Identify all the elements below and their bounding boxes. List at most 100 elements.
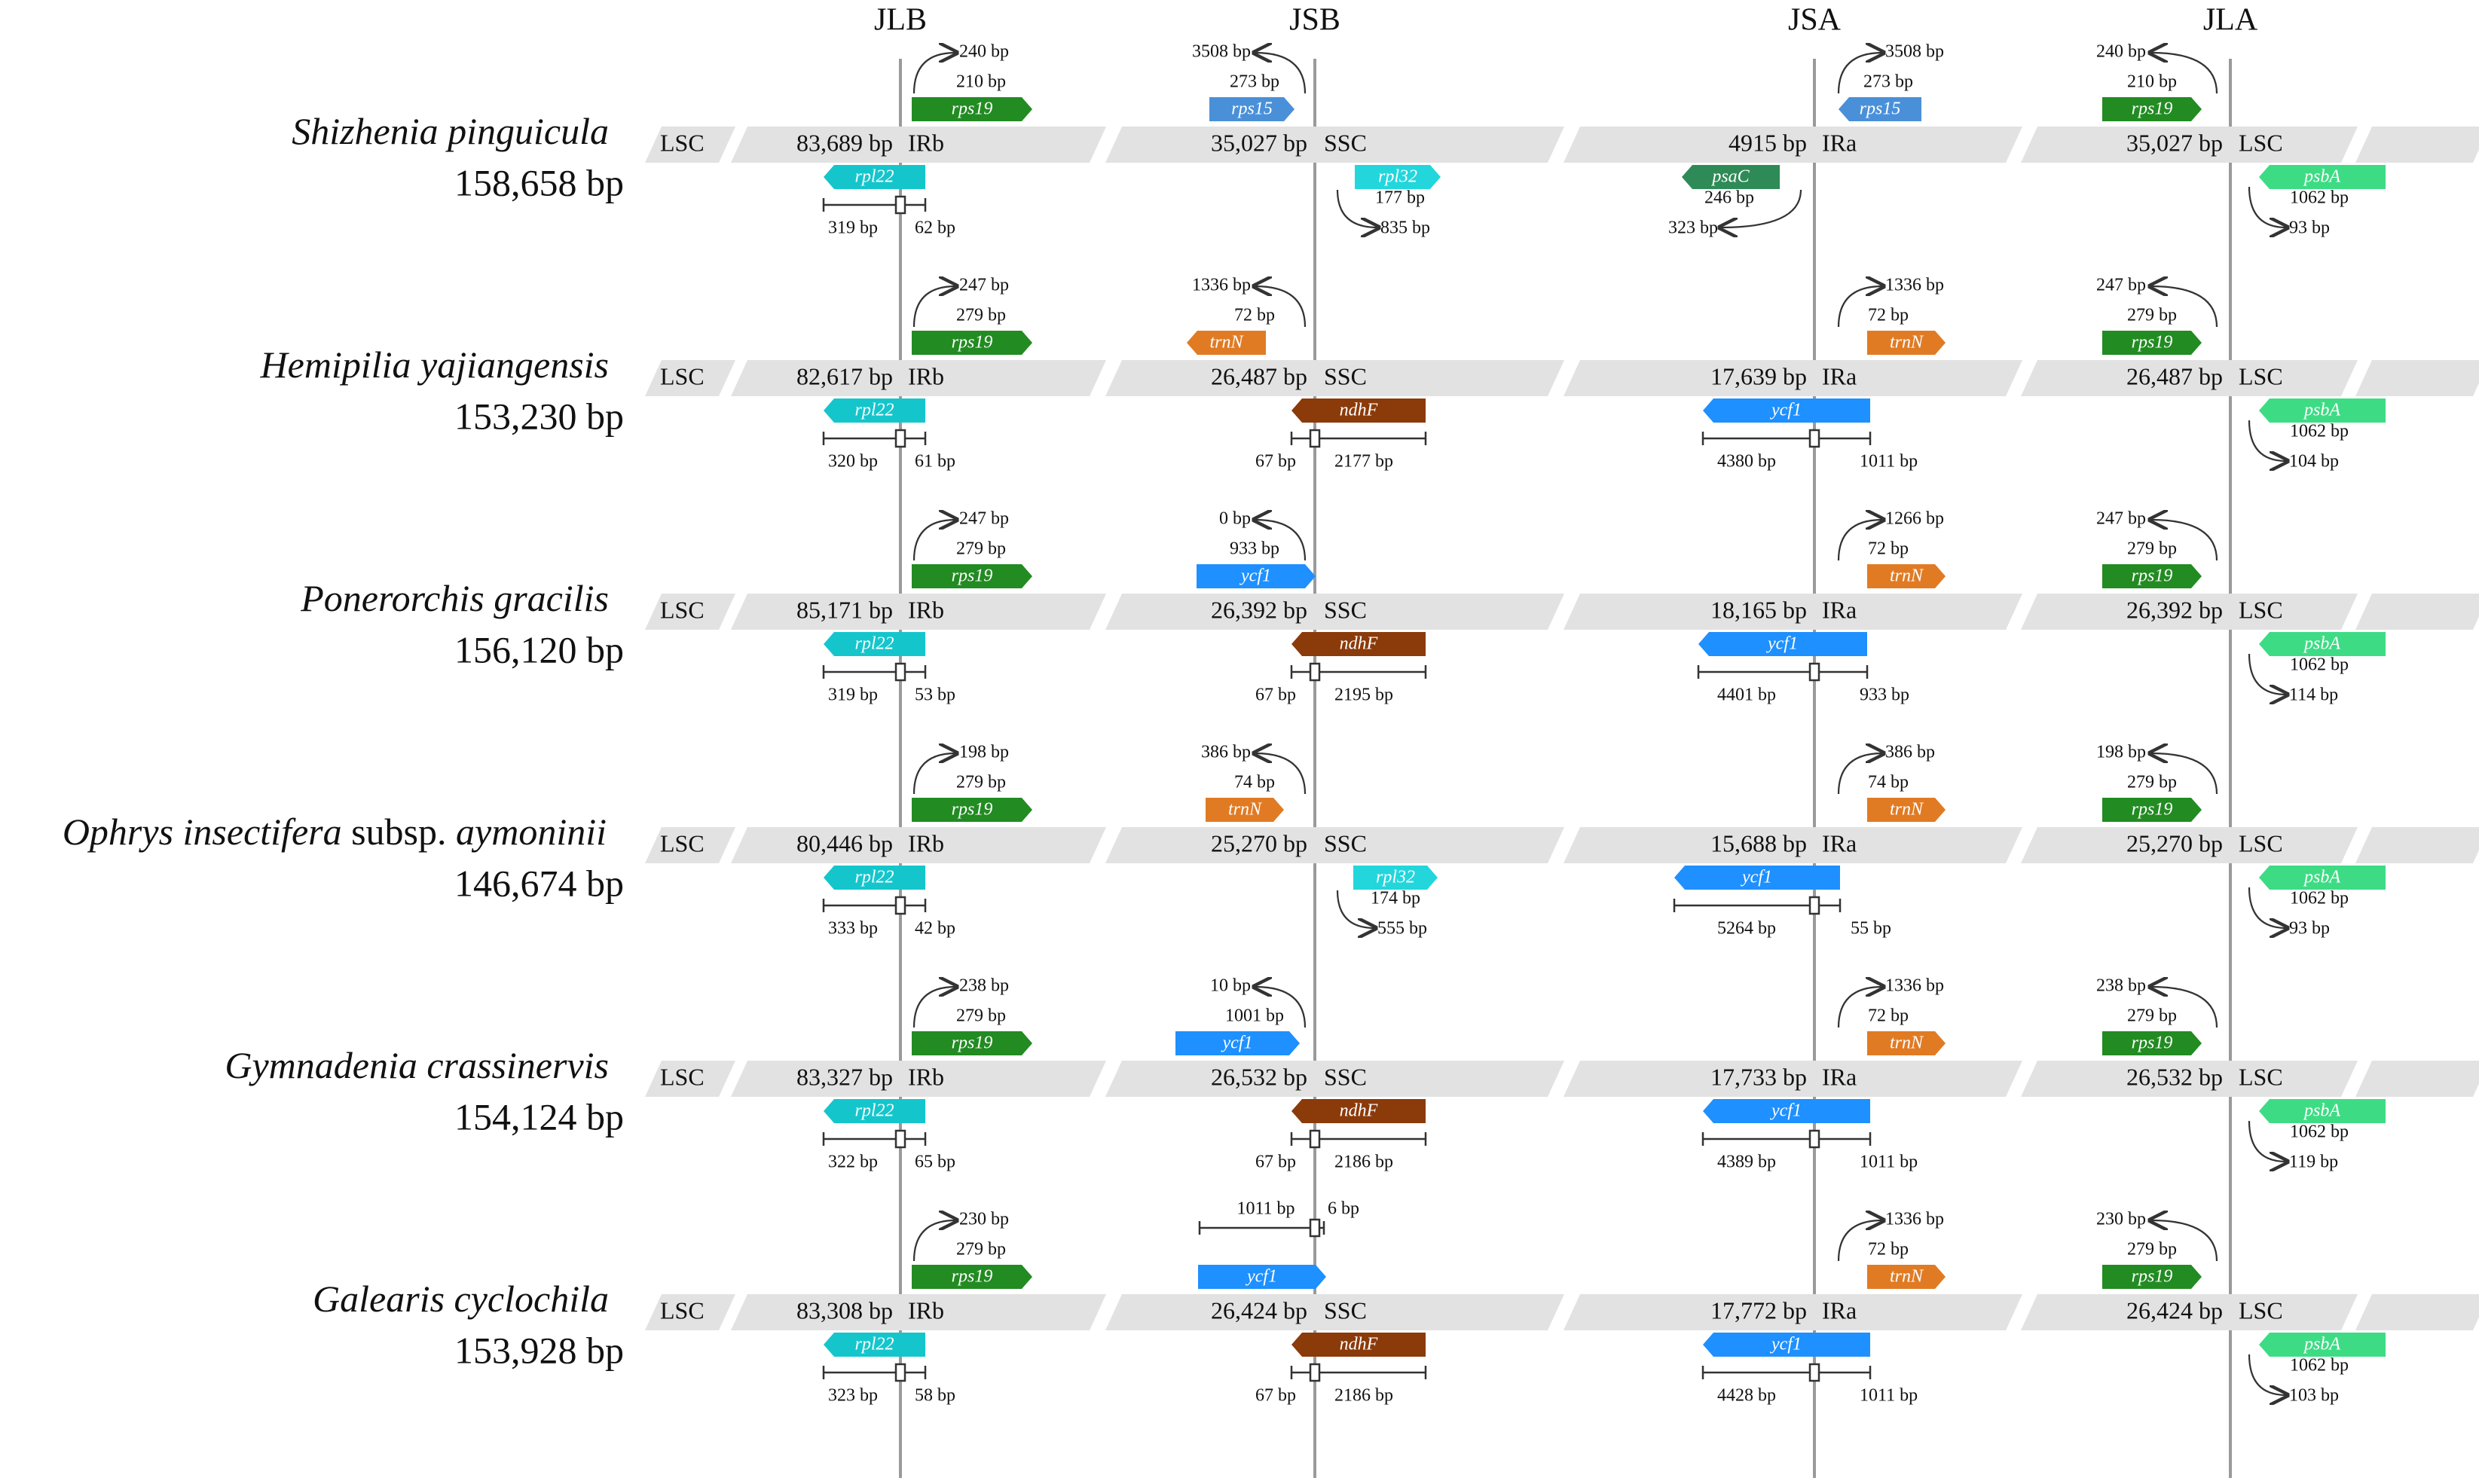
ssc-length: 17,733 bp [1710, 1063, 1807, 1090]
region-ira: IRa [1822, 1296, 1857, 1324]
gene-rps19: rps19 [912, 1265, 1032, 1289]
region-ssc: SSC [1324, 829, 1367, 857]
species-row: Ophrys insectifera subsp. aymoninii 146,6… [63, 743, 2479, 939]
genome-band-segment [2021, 360, 2358, 396]
region-ssc: SSC [1324, 1296, 1367, 1324]
bp-label: 279 bp [956, 773, 1006, 792]
species-row: Shizhenia pinguicula 158,658 bp LSC IRb SSC I… [292, 42, 2479, 238]
gene-trnN: trnN [1867, 1265, 1946, 1289]
bp-label: 67 bp [1255, 1386, 1296, 1406]
genome-band-segment [1564, 1294, 2022, 1330]
genome-band-segment [1105, 127, 1564, 163]
genome-band-segment [731, 360, 1106, 396]
gene-label: trnN [1890, 800, 1924, 820]
genome-band-segment [731, 127, 1106, 163]
genome-band-segment [645, 127, 735, 163]
gene-trnN: trnN [1867, 798, 1946, 822]
irb-length: 25,270 bp [1211, 829, 1307, 857]
gene-psbA: psbA [2259, 1333, 2386, 1357]
genome-band-segment [1105, 1294, 1564, 1330]
bp-label: 247 bp [959, 276, 1009, 295]
bp-label: 1336 bp [1885, 1210, 1944, 1229]
gene-label: rps19 [2132, 99, 2173, 119]
gene-rpl22: rpl22 [824, 165, 925, 189]
bp-label: 273 bp [1230, 72, 1279, 92]
bp-label: 4389 bp [1717, 1153, 1776, 1172]
ssc-length: 4915 bp [1729, 129, 1807, 156]
bp-label: 1062 bp [2290, 1356, 2349, 1376]
species-row: Ponerorchis gracilis 156,120 bp LSC IRb SSC I… [300, 509, 2479, 705]
gene-label: rps15 [1231, 99, 1273, 119]
bp-label: 279 bp [956, 306, 1006, 325]
irb-length: 26,487 bp [1211, 362, 1307, 389]
bp-label: 1336 bp [1885, 976, 1944, 996]
bp-label: 1336 bp [1192, 276, 1251, 295]
genome-band-segment [731, 827, 1106, 863]
junction-label-jsb: JSB [1289, 3, 1340, 38]
gene-rps19: rps19 [912, 798, 1032, 822]
genome-size: 156,120 bp [454, 628, 624, 670]
gene-trnN: trnN [1867, 331, 1946, 355]
gene-psbA: psbA [2259, 1099, 2386, 1123]
region-lsc: LSC [660, 1063, 705, 1090]
ssc-length: 18,165 bp [1710, 596, 1807, 623]
gene-label: rps19 [2132, 1034, 2173, 1053]
gene-label: trnN [1209, 333, 1244, 353]
region-ira: IRa [1822, 129, 1857, 156]
gene-rps19: rps19 [2102, 97, 2202, 121]
bp-label: 2177 bp [1334, 452, 1393, 472]
bp-label: 4401 bp [1717, 686, 1776, 705]
bp-label: 1001 bp [1225, 1006, 1284, 1026]
bp-label: 279 bp [2127, 306, 2177, 325]
genome-band-segment [645, 594, 735, 630]
gene-label: trnN [1890, 1267, 1924, 1287]
bp-label: 119 bp [2289, 1153, 2338, 1172]
region-lsc: LSC [2239, 829, 2283, 857]
bp-label: 1011 bp [1860, 1386, 1918, 1406]
gene-rpl22: rpl22 [824, 632, 925, 656]
bp-label: 322 bp [828, 1153, 878, 1172]
ssc-length: 15,688 bp [1710, 829, 1807, 857]
bp-label: 247 bp [2096, 276, 2146, 295]
bp-label: 210 bp [956, 72, 1006, 92]
region-lsc: LSC [660, 596, 705, 623]
genome-band-segment [1105, 1061, 1564, 1097]
genome-band-segment [2355, 127, 2479, 163]
gene-rps19: rps19 [2102, 1265, 2202, 1289]
region-irb: IRb [908, 1063, 944, 1090]
region-lsc: LSC [2239, 362, 2283, 389]
gene-ycf1: ycf1 [1703, 1099, 1870, 1123]
irb-length: 26,532 bp [1211, 1063, 1307, 1090]
bp-label: 93 bp [2289, 218, 2330, 238]
gene-label: psaC [1710, 167, 1750, 187]
genome-band-segment [1564, 127, 2022, 163]
gene-label: psbA [2303, 868, 2340, 887]
bp-label: 835 bp [1380, 218, 1430, 238]
gene-ndhF: ndhF [1291, 632, 1426, 656]
bp-label: 933 bp [1860, 686, 1909, 705]
bp-label: 238 bp [959, 976, 1009, 996]
bp-label: 67 bp [1255, 452, 1296, 472]
genome-band-segment [2021, 127, 2358, 163]
gene-label: rps19 [952, 99, 993, 119]
gene-label: psbA [2303, 401, 2340, 420]
gene-ycf1: ycf1 [1674, 866, 1840, 890]
genome-band-segment [1564, 827, 2022, 863]
bp-label: 3508 bp [1885, 42, 1944, 62]
genome-band-segment [731, 1294, 1106, 1330]
bp-label: 4380 bp [1717, 452, 1776, 472]
gene-trnN: trnN [1187, 331, 1266, 355]
bp-label: 279 bp [956, 1240, 1006, 1260]
gene-trnN: trnN [1867, 1031, 1946, 1055]
bp-label: 279 bp [956, 1006, 1006, 1026]
gene-rps19: rps19 [912, 331, 1032, 355]
ssc-length: 17,639 bp [1710, 362, 1807, 389]
gene-label: trnN [1890, 1034, 1924, 1053]
bp-label: 72 bp [1868, 306, 1909, 325]
bp-label: 104 bp [2289, 452, 2339, 472]
gene-label: ycf1 [1770, 1335, 1802, 1354]
bp-label: 1266 bp [1885, 509, 1944, 529]
gene-label: ndhF [1340, 1101, 1378, 1121]
bp-label: 2186 bp [1334, 1153, 1393, 1172]
genome-band-segment [2355, 1061, 2479, 1097]
